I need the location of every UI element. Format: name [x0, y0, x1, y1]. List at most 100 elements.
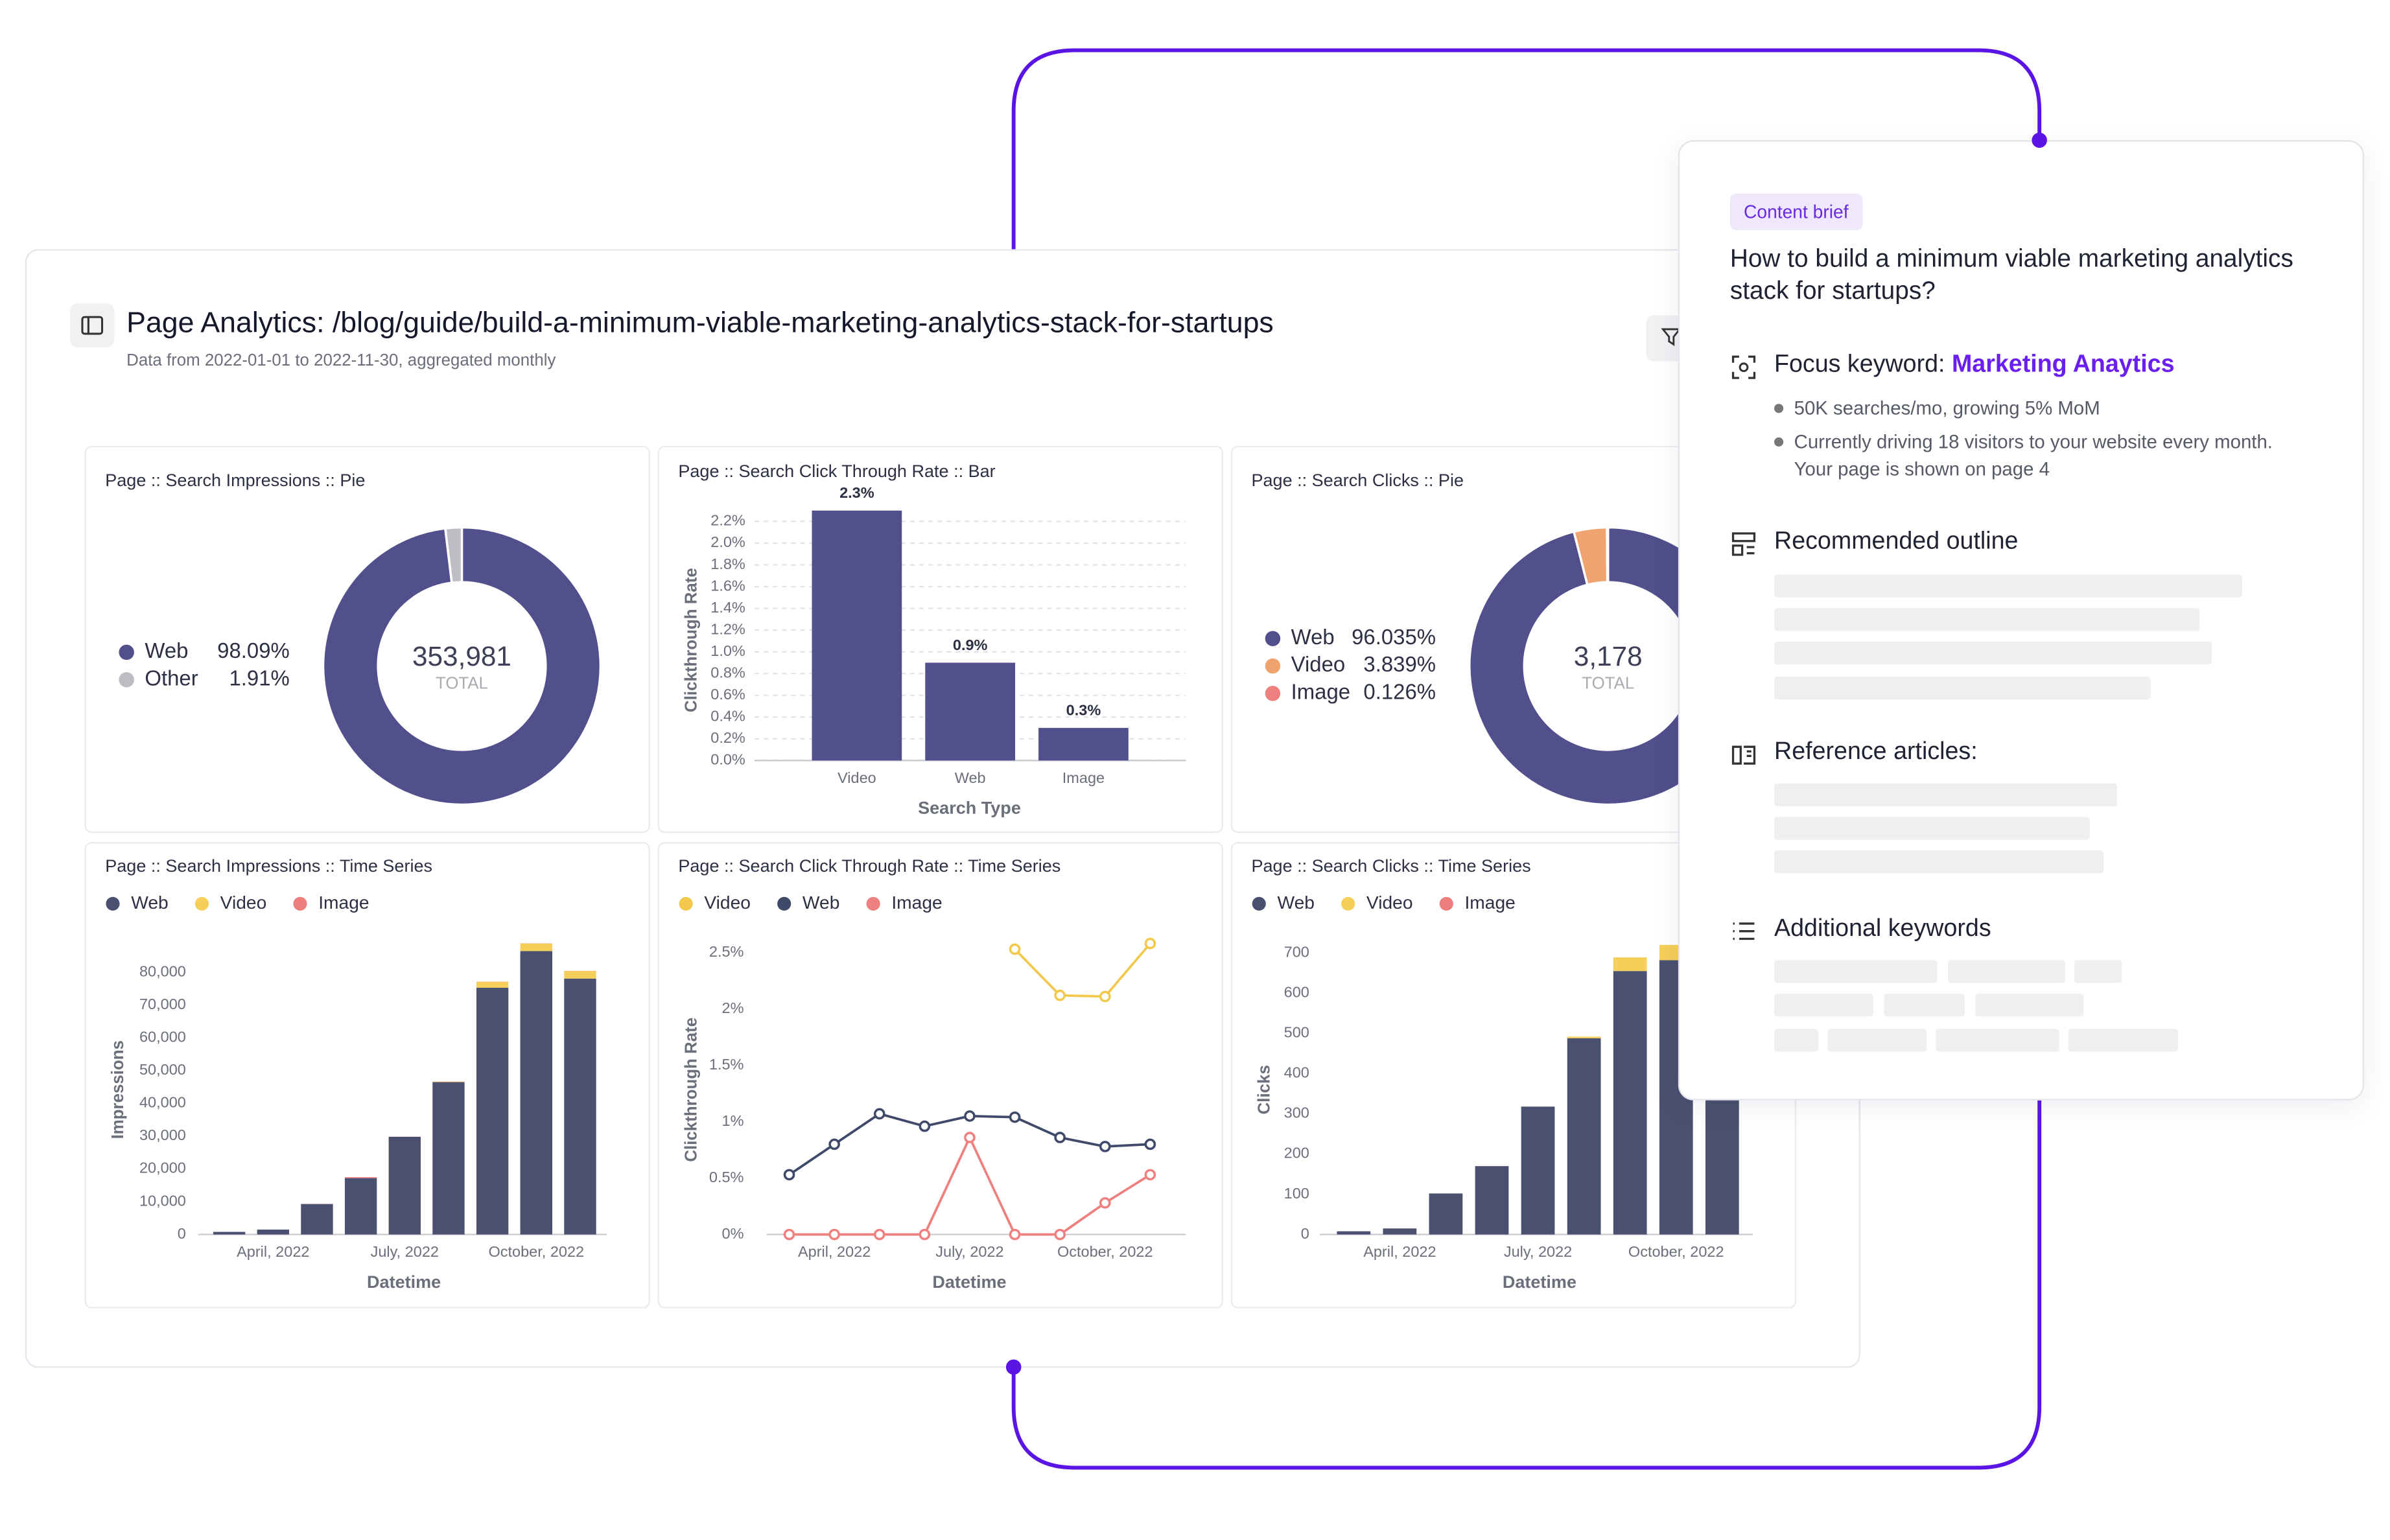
y-tick-label: 500 [1284, 1024, 1309, 1041]
x-axis-label: Datetime [367, 1272, 441, 1292]
legend-dot [1265, 631, 1281, 646]
point [1099, 990, 1111, 1003]
legend-label: Video [1366, 892, 1413, 913]
y-axis-label: Clickthrough Rate [682, 568, 700, 712]
x-tick-label: July, 2022 [1504, 1243, 1572, 1260]
legend-dot [119, 671, 134, 688]
keywords-icon [1733, 922, 1755, 940]
y-tick-label: 2.5% [709, 943, 744, 960]
skeleton [1774, 960, 1938, 983]
line [1014, 942, 1151, 998]
tag: Content brief [1729, 193, 1862, 231]
legend-label: Web [803, 892, 839, 913]
focus-icon [1731, 355, 1756, 379]
y-axis-label: Clickthrough Rate [682, 1018, 700, 1162]
bar [1038, 728, 1129, 761]
bar [812, 510, 902, 761]
legend-dot [1252, 896, 1266, 911]
y-tick-label: 2.0% [710, 533, 745, 550]
y-tick-label: 1.6% [710, 577, 745, 594]
point [1144, 937, 1156, 950]
skeleton [1884, 994, 1965, 1017]
skeleton [1774, 850, 2103, 874]
y-tick-label: 70,000 [139, 996, 186, 1012]
point [919, 1120, 931, 1132]
point [1099, 1141, 1111, 1152]
chart-title: Page :: Search Impressions :: Time Serie… [105, 856, 432, 876]
focus-keyword[interactable]: Marketing Anaytics [1951, 352, 2175, 379]
bar-segment [1429, 1193, 1463, 1235]
bar-segment [1521, 1106, 1555, 1235]
skeleton [1774, 641, 2212, 665]
y-tick-label: 40,000 [139, 1094, 186, 1111]
y-tick-label: 100 [1284, 1185, 1309, 1202]
skeleton [2074, 960, 2122, 983]
bar-segment [1337, 1231, 1371, 1235]
content-brief-panel: Content brief How to build a minimum via… [1678, 140, 2365, 1101]
y-tick-label: 0.6% [710, 686, 745, 703]
page-subtitle: Data from 2022-01-01 to 2022-11-30, aggr… [126, 351, 556, 369]
y-tick-label: 200 [1284, 1145, 1309, 1161]
bar-segment [1383, 1228, 1417, 1235]
point [1009, 943, 1021, 955]
y-axis-label: Impressions [109, 1040, 127, 1139]
y-tick-label: 1.2% [710, 620, 745, 637]
legend-dot [1439, 896, 1453, 911]
pie-slice [443, 526, 463, 585]
legend-label: Image [1291, 680, 1350, 704]
legend-dot [119, 644, 134, 660]
legend-dot [106, 896, 120, 911]
chart-panel [657, 842, 1223, 1309]
skeleton [1774, 994, 1873, 1017]
section-title: Reference articles: [1774, 739, 1978, 765]
sidebar-icon [81, 316, 104, 335]
chart-title: Page :: Search Clicks :: Time Series [1251, 856, 1530, 876]
value-label: 2.3% [839, 484, 874, 501]
value-label: 0.9% [953, 636, 988, 653]
y-axis-label: Clicks [1255, 1065, 1273, 1114]
x-axis-label: Datetime [932, 1272, 1006, 1292]
y-tick-label: 1.8% [710, 555, 745, 572]
chart-title: Page :: Search Click Through Rate :: Tim… [678, 856, 1060, 876]
legend-dot [1341, 896, 1355, 911]
connector-dot [1005, 1359, 1022, 1375]
point [964, 1110, 976, 1122]
y-tick-label: 0% [722, 1225, 744, 1242]
point [1054, 989, 1066, 1001]
bar-segment [1613, 971, 1647, 1235]
y-tick-label: 80,000 [139, 962, 186, 979]
legend-label: Web [1277, 892, 1314, 913]
skeleton [1827, 1029, 1927, 1052]
bar-segment [432, 1082, 465, 1235]
outline-icon [1731, 532, 1756, 556]
total-label: TOTAL [1582, 675, 1634, 693]
y-tick-label: 20,000 [139, 1160, 186, 1176]
total-value: 353,981 [412, 641, 511, 671]
sidebar-toggle[interactable] [70, 303, 115, 348]
section-title: Additional keywords [1774, 916, 1991, 942]
connector [1011, 48, 2042, 250]
legend-dot [194, 896, 209, 911]
point [1009, 1111, 1021, 1123]
value-label: 96.035% [1352, 625, 1436, 649]
x-tick-label: April, 2022 [798, 1243, 871, 1260]
y-tick-label: 0.5% [709, 1169, 744, 1185]
x-tick-label: October, 2022 [1057, 1243, 1153, 1260]
bar-segment [344, 1177, 377, 1178]
x-tick-label: July, 2022 [935, 1243, 1003, 1260]
chart-title: Page :: Search Click Through Rate :: Bar [678, 461, 995, 481]
y-tick-label: 1.0% [710, 642, 745, 659]
x-tick-label: October, 2022 [1628, 1243, 1724, 1260]
point [783, 1228, 795, 1241]
point [964, 1132, 976, 1143]
bar-segment [520, 951, 552, 1235]
legend-label: Video [704, 892, 751, 913]
value-label: 98.09% [217, 638, 290, 662]
bar-segment [1567, 1038, 1601, 1235]
y-tick-label: 2% [722, 999, 744, 1016]
y-tick-label: 50,000 [139, 1061, 186, 1078]
y-tick-label: 60,000 [139, 1029, 186, 1045]
y-tick-label: 700 [1284, 943, 1309, 960]
chart-title: Page :: Search Impressions :: Pie [105, 471, 365, 490]
